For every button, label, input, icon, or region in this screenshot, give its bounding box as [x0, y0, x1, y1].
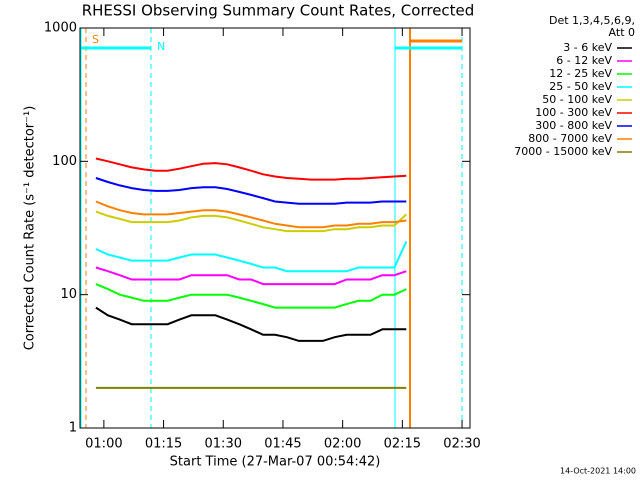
- x-tick-label: 01:45: [264, 437, 301, 452]
- legend-label: 12 - 25 keV: [549, 67, 612, 80]
- series-line: [95, 266, 407, 286]
- legend-label: 3 - 6 keV: [563, 41, 612, 54]
- plot-frame: [79, 27, 471, 429]
- series-line: [95, 283, 407, 309]
- x-tick-label: 01:15: [145, 437, 182, 452]
- x-axis-label: Start Time (27-Mar-07 00:54:42): [170, 455, 381, 470]
- series-line: [95, 200, 407, 229]
- legend-label: 100 - 300 keV: [535, 106, 612, 119]
- series-line: [95, 210, 407, 233]
- legend-label: 800 - 7000 keV: [528, 132, 612, 145]
- legend-label: 300 - 800 keV: [535, 119, 612, 132]
- x-tick-label: 01:00: [85, 437, 122, 452]
- series-line: [95, 241, 408, 273]
- x-tick-label: 02:30: [443, 437, 480, 452]
- y-tick-label: 100: [52, 154, 77, 169]
- legend-label: 50 - 100 keV: [542, 93, 612, 106]
- chart-title: RHESSI Observing Summary Count Rates, Co…: [82, 2, 475, 20]
- y-tick-label: 1: [69, 421, 77, 436]
- y-axis-label: Corrected Count Rate (s⁻¹ detector⁻¹): [23, 106, 38, 351]
- legend-title: Att 0: [609, 26, 635, 39]
- legend-label: 7000 - 15000 keV: [514, 145, 612, 158]
- series-line: [95, 306, 407, 342]
- legend-label: 25 - 50 keV: [549, 80, 612, 93]
- annotation: S: [92, 33, 99, 46]
- series-line: [95, 177, 407, 205]
- y-tick-label: 1000: [44, 21, 77, 36]
- x-tick-label: 02:00: [324, 437, 361, 452]
- x-tick-label: 02:15: [384, 437, 421, 452]
- footer: 14-Oct-2021 14:00: [560, 467, 636, 476]
- legend-label: 6 - 12 keV: [556, 54, 612, 67]
- series-line: [95, 157, 407, 181]
- annotation: N: [157, 40, 165, 53]
- y-tick-label: 10: [60, 287, 77, 302]
- x-tick-label: 01:30: [205, 437, 242, 452]
- legend-title: Det 1,3,4,5,6,9,: [549, 14, 635, 27]
- flags: [80, 28, 463, 428]
